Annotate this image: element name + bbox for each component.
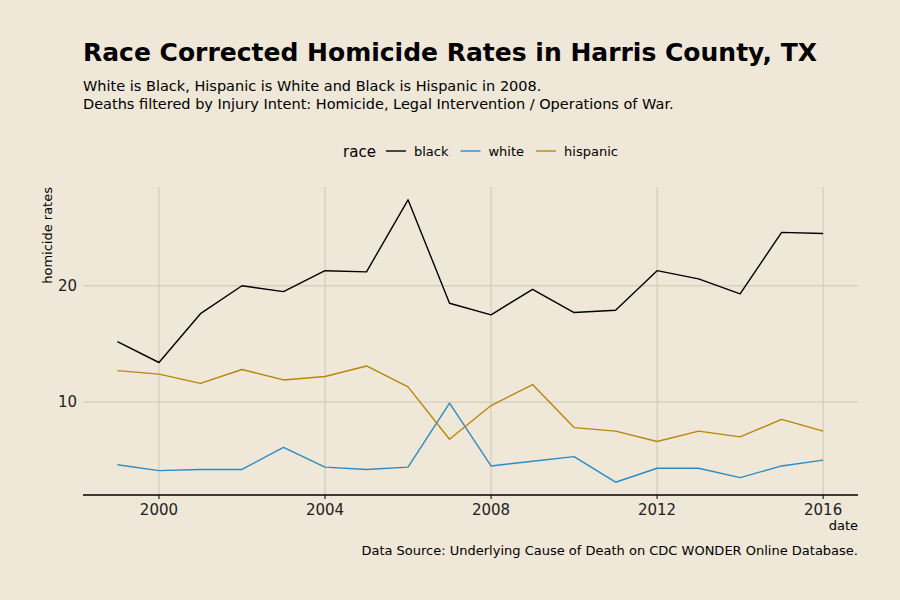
x-tick (657, 495, 658, 499)
x-tick-label: 2008 (472, 501, 510, 519)
grid-line (657, 187, 658, 495)
legend-title: race (343, 143, 376, 161)
legend-key (386, 150, 406, 151)
series-line (117, 403, 823, 482)
title: Race Corrected Homicide Rates in Harris … (83, 38, 817, 67)
x-tick (823, 495, 824, 499)
series-line (117, 366, 823, 442)
grid-line (325, 187, 326, 495)
grid-line (158, 187, 159, 495)
x-axis-label: date (829, 518, 858, 533)
x-tick-label: 2000 (140, 501, 178, 519)
legend-label: black (414, 144, 449, 159)
y-tick-label: 20 (58, 277, 77, 295)
legend-label: white (488, 144, 524, 159)
subtitle: Deaths filtered by Injury Intent: Homici… (83, 96, 674, 112)
x-tick-label: 2004 (306, 501, 344, 519)
y-axis-label: homicide rates (40, 187, 55, 284)
legend-key (536, 150, 556, 151)
x-axis-line (83, 494, 858, 496)
series-line (117, 200, 823, 363)
plot-lines (117, 200, 823, 482)
x-tick (325, 495, 326, 499)
background (0, 0, 900, 600)
chart: Race Corrected Homicide Rates in Harris … (0, 0, 900, 600)
legend-key (460, 150, 480, 151)
legend: race black white hispanic (343, 143, 618, 161)
y-tick-label: 10 (58, 393, 77, 411)
x-tick-label: 2012 (638, 501, 676, 519)
x-tick-label: 2016 (804, 501, 842, 519)
x-tick (491, 495, 492, 499)
grid-line (491, 187, 492, 495)
grid-line (83, 285, 858, 286)
caption: Data Source: Underlying Cause of Death o… (361, 543, 858, 558)
legend-label: hispanic (564, 144, 618, 159)
x-tick (158, 495, 159, 499)
grid-line (83, 402, 858, 403)
subtitle: White is Black, Hispanic is White and Bl… (83, 78, 541, 94)
